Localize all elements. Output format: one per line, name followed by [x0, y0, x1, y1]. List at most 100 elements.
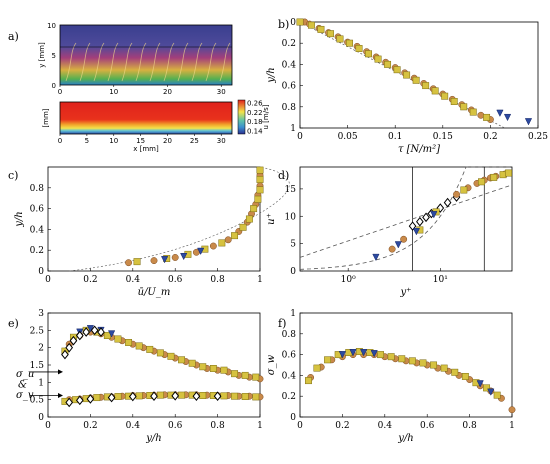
data-point-tri: [496, 109, 504, 117]
data-point-tri: [372, 253, 380, 262]
data-point-square: [317, 25, 325, 33]
data-point-circle: [125, 259, 133, 267]
data-point-square: [231, 392, 239, 400]
data-point-square: [430, 361, 438, 369]
ytick-label: 1: [290, 124, 296, 134]
xtick-label: 0.2: [83, 275, 97, 285]
data-point-diamond: [65, 342, 74, 353]
flow-streak: [135, 42, 147, 82]
panel-label-b: b): [278, 18, 290, 31]
data-point-square: [377, 351, 385, 359]
data-point-square: [296, 18, 304, 26]
xtick-label: 10⁰: [341, 275, 356, 285]
data-point-diamond: [82, 327, 91, 337]
data-point-square: [218, 239, 226, 247]
data-point-square: [505, 169, 512, 177]
data-point-tri: [430, 211, 438, 219]
series-e-3: [61, 325, 105, 360]
data-point-square: [393, 66, 401, 74]
data-point-diamond: [422, 212, 430, 223]
data-point-square: [419, 359, 427, 367]
field-ylabel: [mm]: [42, 108, 50, 127]
series-e-5: [61, 391, 260, 405]
data-point-tri: [370, 350, 378, 358]
data-point-circle: [209, 242, 217, 250]
flow-xtick: 0: [58, 88, 62, 96]
xtick-label: 1: [257, 275, 263, 285]
ytick-label: 5: [290, 240, 296, 250]
colorbar-label: u [m/s]: [262, 104, 270, 129]
data-point-square: [93, 394, 101, 402]
data-point-tri: [487, 388, 495, 396]
xtick-label: 0.1: [388, 132, 402, 142]
xtick-label: 0.4: [126, 275, 141, 285]
data-point-square: [254, 195, 262, 203]
panel-d: 10⁰ 10¹ 0 5 10 15 y⁺ u⁺: [266, 166, 513, 298]
ytick-label: 0.2: [282, 39, 296, 49]
ytick-label: 3: [38, 309, 44, 319]
data-point-tri: [338, 351, 347, 359]
guide-line: [69, 166, 290, 272]
velocity-field: [60, 102, 232, 134]
data-point-circle: [400, 235, 408, 243]
plot-frame-f: [299, 312, 513, 418]
field-xlabel: x [mm]: [133, 145, 159, 153]
xtick-label: 0.2: [335, 421, 349, 431]
data-point-square: [469, 108, 477, 116]
field-xtick: 0: [58, 137, 62, 145]
data-point-diamond: [69, 335, 78, 346]
series-f-1: [305, 348, 501, 399]
xlabel-b: τ [N/m²]: [398, 144, 440, 155]
flow-streak: [177, 42, 189, 82]
flow-streak: [219, 42, 231, 82]
colorbar-tick: 0.22: [247, 109, 263, 117]
data-point-square: [324, 356, 332, 364]
xlabel-f: y/h: [397, 433, 413, 444]
data-point-tri: [412, 228, 420, 236]
panel-e: 0 0.2 0.4 0.6 0.8 1 0 0.5 1 1.5 2 2.5 3 y/h σ_u&σ_v: [16, 309, 264, 444]
xtick-label: 1: [257, 421, 263, 431]
data-point-diamond: [171, 391, 180, 401]
series-b-1: [296, 18, 491, 121]
series-d-1: [388, 170, 509, 253]
xtick-label: 0.2: [83, 421, 97, 431]
plot-frame-c: [47, 166, 261, 272]
colorbar-tick: 0.14: [247, 128, 263, 136]
data-point-diamond: [128, 391, 137, 402]
data-point-diamond: [75, 395, 84, 406]
flow-image-frame: [59, 24, 233, 86]
field-xtick: 30: [217, 137, 226, 145]
xtick-label: 10¹: [433, 275, 448, 285]
data-point-square: [114, 393, 122, 400]
ylabel-c: y/h: [14, 211, 25, 227]
ytick-label: 0: [38, 267, 44, 277]
flow-streak: [107, 42, 119, 82]
data-point-circle: [508, 406, 516, 414]
viscous-sublayer-line: [299, 166, 512, 270]
ytick-label: 0.8: [282, 330, 297, 340]
ytick-label: 1: [290, 309, 296, 319]
ytick-label: 0: [38, 413, 44, 423]
data-point-tri: [476, 380, 484, 388]
field-xtick: 10: [109, 137, 118, 145]
panel-label-f: f): [278, 317, 287, 330]
field-xtick: 20: [163, 137, 172, 145]
data-point-diamond: [90, 325, 99, 336]
flow-ytick: 5: [52, 52, 56, 60]
data-point-square: [307, 21, 315, 29]
field-xtick: 5: [85, 137, 89, 145]
data-point-square: [461, 372, 469, 380]
plot-frame-b: [299, 21, 539, 129]
series-d-0: [408, 192, 461, 231]
xtick-label: 0.4: [126, 421, 141, 431]
panel-b: 0 0.05 0.1 0.15 0.2 0.25 0 0.2 0.4 0.6 0.8 1 τ [N/m²…: [266, 18, 548, 155]
data-point-circle: [150, 257, 158, 265]
flow-streak: [65, 42, 77, 82]
ytick-label: 0.4: [282, 371, 297, 381]
panel-label-a: a): [8, 30, 19, 43]
data-point-square: [374, 55, 382, 63]
data-point-square: [313, 364, 321, 372]
flow-ytick: 0: [52, 82, 56, 90]
xtick-label: 0.15: [433, 132, 453, 142]
